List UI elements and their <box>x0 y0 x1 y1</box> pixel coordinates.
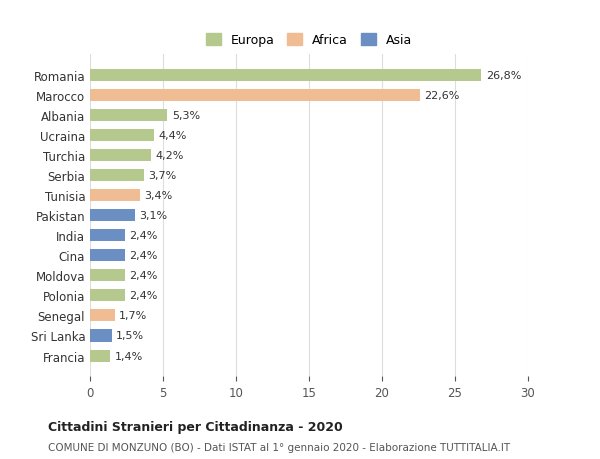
Bar <box>90 70 481 82</box>
Text: 26,8%: 26,8% <box>485 71 521 81</box>
Bar <box>90 90 420 102</box>
Text: 2,4%: 2,4% <box>130 291 158 301</box>
Text: 1,5%: 1,5% <box>116 331 145 341</box>
Bar <box>90 230 125 242</box>
Bar <box>90 270 125 282</box>
Text: 2,4%: 2,4% <box>130 231 158 241</box>
Bar <box>90 330 112 342</box>
Bar <box>90 310 115 322</box>
Text: 2,4%: 2,4% <box>130 271 158 281</box>
Text: 3,7%: 3,7% <box>148 171 176 181</box>
Text: 22,6%: 22,6% <box>424 91 460 101</box>
Bar <box>90 290 125 302</box>
Legend: Europa, Africa, Asia: Europa, Africa, Asia <box>201 29 417 52</box>
Bar <box>90 210 135 222</box>
Text: 5,3%: 5,3% <box>172 111 200 121</box>
Bar <box>90 150 151 162</box>
Bar <box>90 130 154 142</box>
Text: 3,1%: 3,1% <box>140 211 168 221</box>
Bar <box>90 190 140 202</box>
Text: COMUNE DI MONZUNO (BO) - Dati ISTAT al 1° gennaio 2020 - Elaborazione TUTTITALIA: COMUNE DI MONZUNO (BO) - Dati ISTAT al 1… <box>48 442 510 452</box>
Text: 4,2%: 4,2% <box>156 151 184 161</box>
Bar <box>90 250 125 262</box>
Bar <box>90 110 167 122</box>
Text: 1,4%: 1,4% <box>115 351 143 361</box>
Bar <box>90 350 110 362</box>
Text: Cittadini Stranieri per Cittadinanza - 2020: Cittadini Stranieri per Cittadinanza - 2… <box>48 420 343 433</box>
Text: 2,4%: 2,4% <box>130 251 158 261</box>
Text: 3,4%: 3,4% <box>144 191 172 201</box>
Bar <box>90 170 144 182</box>
Text: 1,7%: 1,7% <box>119 311 148 321</box>
Text: 4,4%: 4,4% <box>158 131 187 141</box>
